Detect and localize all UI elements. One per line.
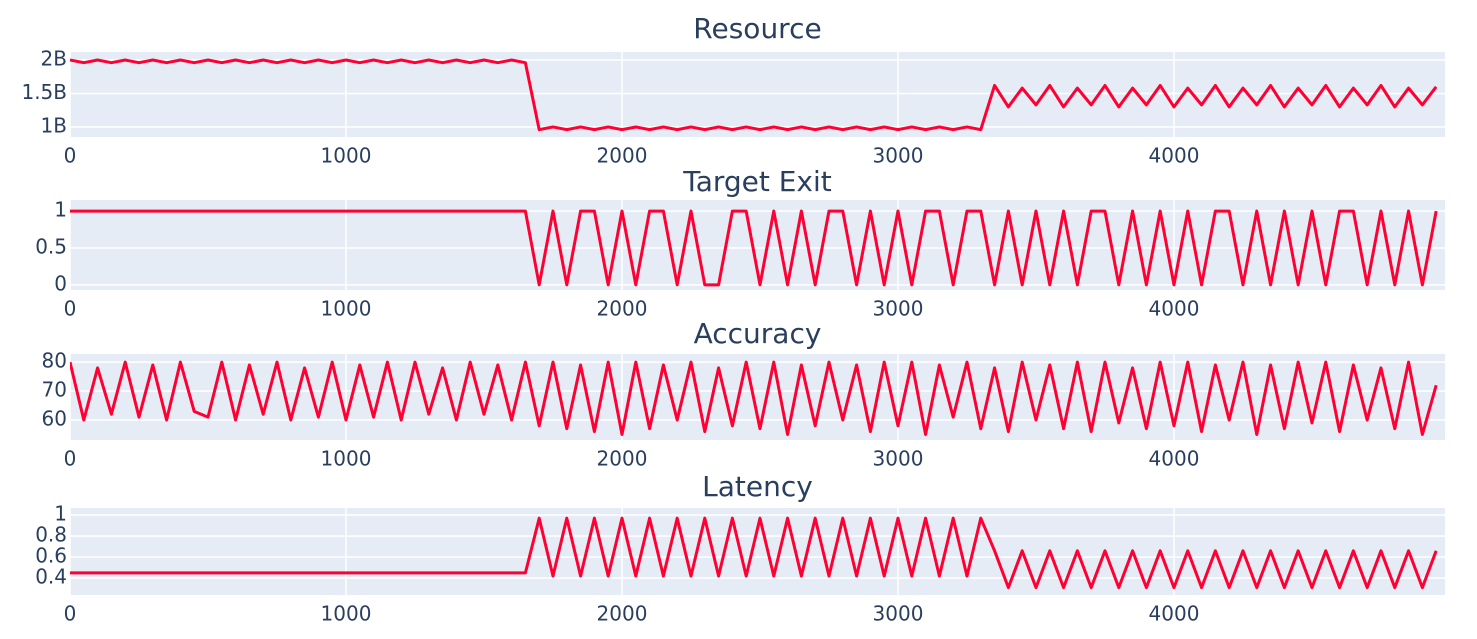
- y-tick-label: 60: [42, 407, 67, 431]
- data-line: [70, 360, 1438, 436]
- subplot: Latency 0 1000 2000 3000 4000 0.40.60.81: [35, 470, 1445, 626]
- x-tick-label: 3000: [873, 297, 924, 321]
- x-tick-label: 0: [64, 144, 77, 168]
- x-tick-label: 1000: [321, 602, 372, 626]
- y-tick-label: 70: [42, 378, 67, 402]
- y-tick-label: 0.6: [35, 544, 67, 568]
- data-line: [70, 209, 1438, 287]
- subplot-title: Target Exit: [682, 165, 832, 198]
- series: [70, 516, 1438, 590]
- x-tick-label: 0: [64, 447, 77, 471]
- x-tick-label: 2000: [597, 297, 648, 321]
- subplot-title: Latency: [702, 470, 813, 503]
- data-line: [70, 516, 1438, 590]
- y-tick-label: 2B: [41, 47, 67, 71]
- x-tick-label: 1000: [321, 447, 372, 471]
- x-tick-label: 3000: [873, 144, 924, 168]
- subplot-title: Resource: [693, 12, 821, 45]
- y-tick-label: 0.5: [35, 234, 67, 258]
- series: [70, 209, 1438, 287]
- y-tick-label: 1.5B: [21, 80, 67, 104]
- x-tick-label: 1000: [321, 297, 372, 321]
- subplot-title: Accuracy: [694, 317, 822, 350]
- x-tick-label: 2000: [597, 144, 648, 168]
- y-tick-label: 1: [54, 198, 67, 222]
- series: [70, 58, 1438, 132]
- x-tick-label: 2000: [597, 602, 648, 626]
- x-tick-label: 3000: [873, 602, 924, 626]
- y-tick-label: 0.4: [35, 565, 67, 589]
- x-tick-label: 2000: [597, 447, 648, 471]
- subplot: Accuracy 0 1000 2000 3000 4000 60 70 80: [42, 317, 1445, 471]
- x-tick-label: 4000: [1149, 447, 1200, 471]
- y-tick-label: 0: [54, 271, 67, 295]
- x-tick-label: 4000: [1149, 297, 1200, 321]
- x-tick-label: 0: [64, 297, 77, 321]
- x-tick-label: 0: [64, 602, 77, 626]
- data-line: [70, 58, 1438, 132]
- subplot: Target Exit 0 1000 2000 3000 4000 0 0.5 1: [35, 165, 1445, 321]
- y-tick-label: 0.8: [35, 523, 67, 547]
- x-tick-label: 4000: [1149, 144, 1200, 168]
- y-tick-label: 80: [42, 349, 67, 373]
- y-tick-label: 1B: [41, 113, 67, 137]
- x-tick-label: 3000: [873, 447, 924, 471]
- x-tick-label: 4000: [1149, 602, 1200, 626]
- plot-area: [70, 52, 1445, 137]
- subplot: Resource 0 1000 2000 3000 4000 1B 1.5B 2B: [21, 12, 1445, 168]
- series: [70, 360, 1438, 436]
- plot-area: [70, 508, 1445, 595]
- y-tick-label: 1: [54, 502, 67, 526]
- x-tick-label: 1000: [321, 144, 372, 168]
